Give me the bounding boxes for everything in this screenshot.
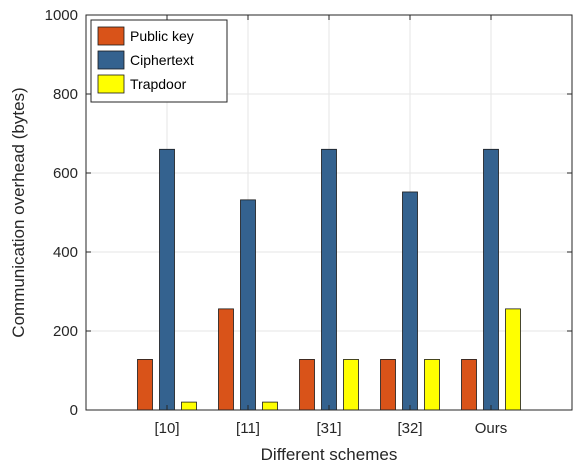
x-axis-label: Different schemes xyxy=(261,445,398,464)
bar-ciphertext xyxy=(240,199,256,411)
bars xyxy=(137,148,521,411)
legend-label: Trapdoor xyxy=(130,76,187,92)
bar-ciphertext xyxy=(159,148,175,411)
bar-trapdoor xyxy=(262,401,278,411)
y-tick-label: 1000 xyxy=(45,7,78,24)
y-tick-label: 800 xyxy=(53,86,78,103)
legend-swatch xyxy=(97,74,125,94)
x-tick-label: [31] xyxy=(316,420,341,437)
x-tick-label: [10] xyxy=(154,420,179,437)
bar-public-key xyxy=(218,308,234,411)
bar-ciphertext xyxy=(321,148,337,411)
bar-ciphertext xyxy=(402,191,418,411)
legend-swatch xyxy=(97,26,125,46)
legend-swatch xyxy=(97,50,125,70)
legend-label: Public key xyxy=(130,28,194,44)
axis-ticks: 0 200 400 600 800 1000 [10] [11] [31] [32] Ours xyxy=(45,7,572,437)
legend-label: Ciphertext xyxy=(130,52,194,68)
y-tick-label: 200 xyxy=(53,323,78,340)
y-tick-label: 400 xyxy=(53,244,78,261)
bar-public-key xyxy=(299,359,315,411)
bar-ciphertext xyxy=(483,148,499,411)
x-tick-label: [11] xyxy=(236,420,260,437)
bar-public-key xyxy=(380,359,396,411)
bar-trapdoor xyxy=(343,359,359,411)
y-axis-label: Communication overhead (bytes) xyxy=(9,87,28,337)
bar-trapdoor xyxy=(181,401,197,411)
x-tick-label: [32] xyxy=(397,420,422,437)
legend: Public key Ciphertext Trapdoor xyxy=(90,19,228,103)
x-tick-label: Ours xyxy=(475,420,508,437)
bar-public-key xyxy=(137,359,153,411)
bar-public-key xyxy=(461,359,477,411)
bar-trapdoor xyxy=(424,359,440,411)
y-tick-label: 0 xyxy=(70,402,78,419)
bar-trapdoor xyxy=(505,308,521,411)
y-tick-label: 600 xyxy=(53,165,78,182)
